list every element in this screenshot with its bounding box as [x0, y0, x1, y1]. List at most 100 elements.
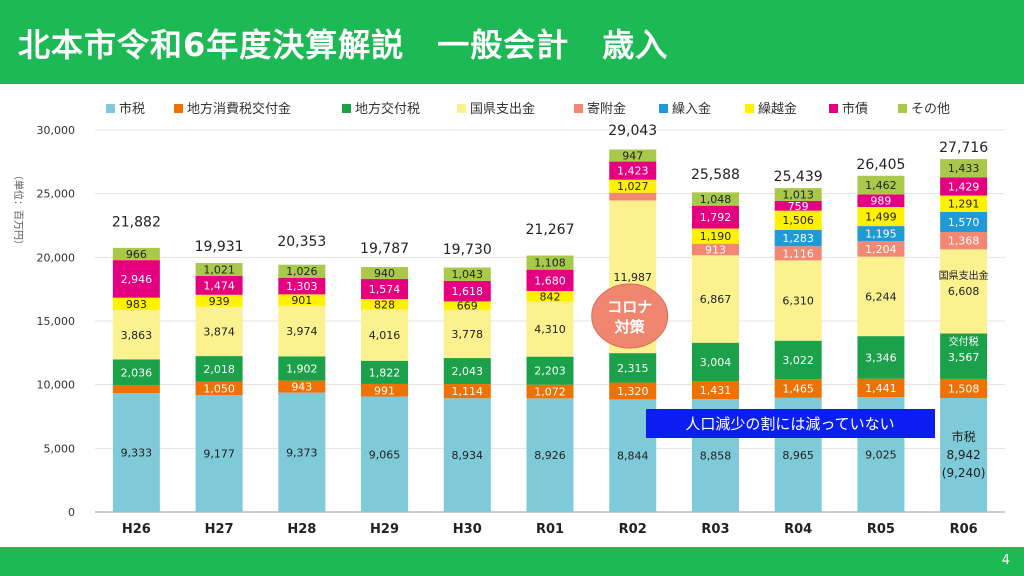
bar-segment: [112, 297, 160, 311]
legend-label: 繰越金: [758, 101, 797, 117]
legend-swatch: [898, 104, 907, 113]
segment-value-label: 2,315: [617, 362, 649, 375]
segment-value-label: 1,050: [203, 382, 235, 395]
segment-value-label: 3,863: [121, 329, 153, 342]
segment-value-label: 4,310: [534, 323, 566, 336]
bar-segment: [443, 301, 491, 310]
segment-value-label: 1,190: [700, 230, 732, 243]
segment-value-label: 1,465: [782, 383, 814, 396]
bar-segment: [774, 246, 822, 261]
bar-segment: [443, 309, 491, 359]
bar-segment: [112, 247, 160, 261]
segment-value-label: 1,116: [782, 247, 814, 260]
bar-total-label: 19,931: [195, 239, 244, 255]
segment-value-label: 9,177: [203, 448, 235, 461]
segment-value-label: 1,114: [452, 385, 484, 398]
segment-value-label: 1,506: [782, 214, 814, 227]
bar-segment: [361, 299, 409, 310]
segment-value-label: 3,974: [286, 325, 318, 338]
segment-value-label: 759: [788, 200, 809, 213]
bar-segment: [691, 243, 739, 256]
bar-segment: [609, 149, 657, 162]
x-tick-label: H29: [370, 522, 399, 537]
bar-segment: [526, 398, 574, 512]
segment-value-label: 2,018: [203, 363, 235, 376]
segment-value-label: 1,822: [369, 366, 401, 379]
y-tick-label: 25,000: [37, 188, 76, 201]
bar-total-label: 27,716: [939, 140, 988, 156]
segment-value-label: 1,021: [203, 264, 235, 277]
segment-value-label: 943: [291, 381, 312, 394]
bar-segment: [857, 194, 905, 207]
callout-box: [646, 409, 935, 438]
segment-value-label: 1,013: [782, 189, 814, 202]
bar-segment: [195, 395, 243, 512]
segment-value-label: 1,320: [617, 385, 649, 398]
y-tick-label: 10,000: [37, 379, 76, 392]
callout-text: 人口減少の割には減っていない: [685, 415, 894, 433]
y-tick-label: 30,000: [37, 124, 76, 137]
segment-value-label: 1,072: [534, 386, 566, 399]
bar-segment: [278, 264, 326, 278]
segment-value-label: 8,858: [700, 450, 732, 463]
segment-value-label: 2,203: [534, 365, 566, 378]
bar-segment: [609, 161, 657, 180]
bar-segment: [940, 231, 988, 250]
bar-total-label: 19,730: [443, 242, 492, 258]
y-axis: 0 5,000 10,000 15,000 20,000 25,000 30,000: [37, 124, 76, 519]
page-title: 北本市令和6年度決算解説 一般会計 歳入: [18, 26, 669, 64]
segment-value-label: 1,429: [948, 180, 980, 193]
bar-segment: [526, 255, 574, 270]
bar-segment: [609, 192, 657, 201]
bar-segment: [940, 211, 988, 232]
bar-segment: [940, 249, 988, 334]
legend-swatch: [659, 104, 668, 113]
segment-value-label: 842: [540, 290, 561, 303]
bar-segment: [940, 195, 988, 212]
bar-segment: [857, 256, 905, 337]
segment-value-label: 9,333: [121, 447, 153, 460]
segment-value-label: 947: [622, 150, 643, 163]
bar-segment: [857, 175, 905, 195]
r06-label: 市税: [952, 429, 976, 444]
segment-value-label: 1,462: [865, 179, 897, 192]
bar-segment: [195, 276, 243, 295]
bar-segment: [278, 356, 326, 381]
bar-segment: [940, 333, 988, 379]
legend-swatch: [745, 104, 754, 113]
bar-segment: [526, 384, 574, 399]
bar-segment: [278, 277, 326, 295]
segment-value-label: 1,027: [617, 180, 649, 193]
segment-value-label: 1,792: [700, 211, 732, 224]
segment-value-label: 1,499: [865, 211, 897, 224]
bar-segment: [443, 358, 491, 385]
segment-value-label: 940: [374, 267, 395, 280]
bar-segment: [691, 205, 739, 229]
corona-bubble: [591, 283, 669, 349]
segment-value-label: 1,108: [534, 257, 566, 270]
segment-value-label: 669: [457, 300, 478, 313]
x-tick-label: R06: [950, 522, 978, 537]
bar-segment: [857, 336, 905, 379]
bar-segment: [526, 356, 574, 385]
segment-value-label: 9,373: [286, 446, 318, 459]
x-tick-label: H27: [205, 522, 234, 537]
bar-segment: [691, 380, 739, 400]
bar-segment: [112, 385, 160, 394]
legend-label: 繰入金: [672, 101, 711, 117]
segment-value-label: 1,283: [782, 232, 814, 245]
bar-segment: [857, 206, 905, 227]
bar-segment: [774, 200, 822, 211]
segment-value-label: 989: [870, 195, 891, 208]
bar-segment: [940, 378, 988, 399]
segment-value-label: 8,844: [617, 450, 649, 463]
corona-text: コロナ: [607, 298, 652, 316]
corona-text: 対策: [614, 318, 646, 336]
segment-value-label: 3,778: [452, 328, 484, 341]
header-bar: 北本市令和6年度決算解説 一般会計 歳入: [0, 0, 1024, 84]
y-tick-label: 5,000: [44, 442, 76, 455]
segment-value-label: 1,474: [203, 279, 235, 292]
bar-segment: [195, 381, 243, 396]
